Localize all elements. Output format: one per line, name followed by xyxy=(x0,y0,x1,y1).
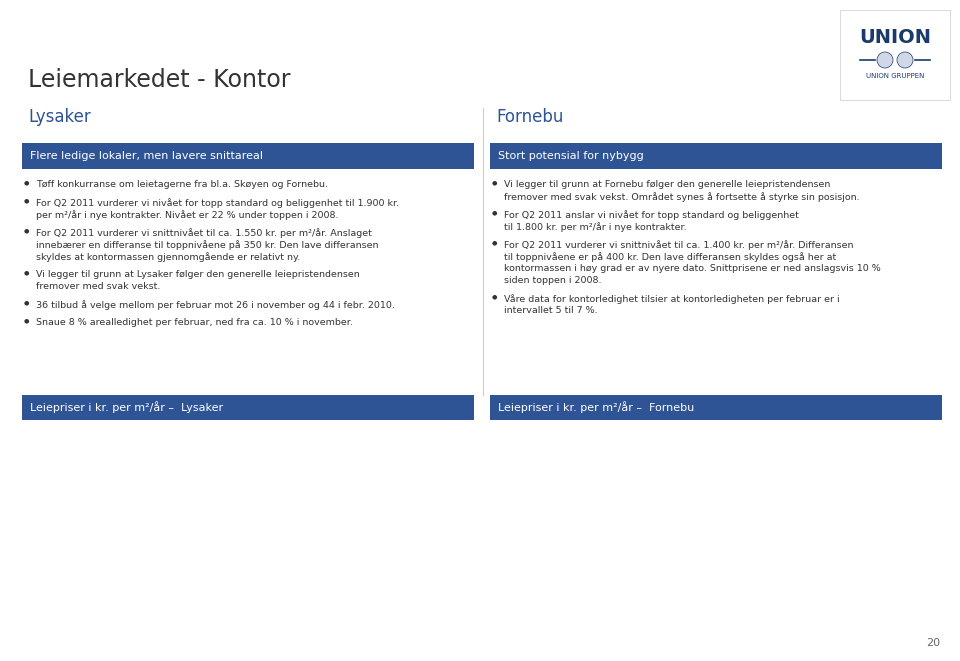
Text: ●: ● xyxy=(24,270,30,275)
Text: For Q2 2011 vurderer vi snittnivået til ca. 1.550 kr. per m²/år. Anslaget: For Q2 2011 vurderer vi snittnivået til … xyxy=(36,228,372,238)
Text: Leiepriser i kr. per m²/år –  Fornebu: Leiepriser i kr. per m²/år – Fornebu xyxy=(498,401,694,413)
Text: intervallet 5 til 7 %.: intervallet 5 til 7 %. xyxy=(504,306,598,315)
Text: innebærer en differanse til toppnivåene på 350 kr. Den lave differansen: innebærer en differanse til toppnivåene … xyxy=(36,240,378,250)
Text: skyldes at kontormassen gjennomgående er relativt ny.: skyldes at kontormassen gjennomgående er… xyxy=(36,252,300,262)
Text: Våre data for kontorledighet tilsier at kontorledigheten per februar er i: Våre data for kontorledighet tilsier at … xyxy=(504,294,840,304)
Text: ●: ● xyxy=(492,210,497,215)
Text: 36 tilbud å velge mellom per februar mot 26 i november og 44 i febr. 2010.: 36 tilbud å velge mellom per februar mot… xyxy=(36,300,395,310)
Text: per m²/år i nye kontrakter. Nivået er 22 % under toppen i 2008.: per m²/år i nye kontrakter. Nivået er 22… xyxy=(36,210,339,220)
Bar xyxy=(22,395,474,420)
Bar xyxy=(840,10,950,100)
Text: fremover med svak vekst.: fremover med svak vekst. xyxy=(36,282,160,291)
Text: UNION GRUPPEN: UNION GRUPPEN xyxy=(866,73,924,79)
Text: For Q2 2011 anslar vi nivået for topp standard og beliggenhet: For Q2 2011 anslar vi nivået for topp st… xyxy=(504,210,799,220)
Text: ●: ● xyxy=(24,180,30,185)
Text: Snaue 8 % arealledighet per februar, ned fra ca. 10 % i november.: Snaue 8 % arealledighet per februar, ned… xyxy=(36,318,353,327)
Text: Leiepriser i kr. per m²/år –  Lysaker: Leiepriser i kr. per m²/år – Lysaker xyxy=(30,401,223,413)
Text: ●: ● xyxy=(24,300,30,305)
Text: til toppnivåene er på 400 kr. Den lave differansen skyldes også her at: til toppnivåene er på 400 kr. Den lave d… xyxy=(504,252,836,262)
Text: For Q2 2011 vurderer vi snittnivået til ca. 1.400 kr. per m²/år. Differansen: For Q2 2011 vurderer vi snittnivået til … xyxy=(504,240,853,250)
Text: ●: ● xyxy=(492,240,497,245)
Text: ●: ● xyxy=(24,318,30,323)
Legend: Snittpriser, Topp standard og beliggenhet: Snittpriser, Topp standard og beliggenhe… xyxy=(149,607,417,623)
Text: 20: 20 xyxy=(925,638,940,648)
Text: Stort potensial for nybygg: Stort potensial for nybygg xyxy=(498,151,644,161)
Text: kontormassen i høy grad er av nyere dato. Snittprisene er ned anslagsvis 10 %: kontormassen i høy grad er av nyere dato… xyxy=(504,264,880,273)
Text: ●: ● xyxy=(492,180,497,185)
Text: Leiemarkedet - Kontor: Leiemarkedet - Kontor xyxy=(28,68,291,92)
Text: til 1.800 kr. per m²/år i nye kontrakter.: til 1.800 kr. per m²/år i nye kontrakter… xyxy=(504,222,686,232)
Text: ●: ● xyxy=(24,198,30,203)
Legend: Snittpriser, Topp standard og beliggenhet: Snittpriser, Topp standard og beliggenhe… xyxy=(610,607,877,623)
Text: Fornebu: Fornebu xyxy=(496,108,564,126)
Bar xyxy=(490,395,942,420)
Text: UNION: UNION xyxy=(859,28,931,47)
Text: siden toppen i 2008.: siden toppen i 2008. xyxy=(504,276,602,285)
Text: Vi legger til grunn at Lysaker følger den generelle leiepristendensen: Vi legger til grunn at Lysaker følger de… xyxy=(36,270,360,279)
Text: For Q2 2011 vurderer vi nivået for topp standard og beliggenhet til 1.900 kr.: For Q2 2011 vurderer vi nivået for topp … xyxy=(36,198,399,208)
Text: fremover med svak vekst. Området synes å fortsette å styrke sin posisjon.: fremover med svak vekst. Området synes å… xyxy=(504,192,859,202)
Circle shape xyxy=(897,52,913,68)
Text: Tøff konkurranse om leietagerne fra bl.a. Skøyen og Fornebu.: Tøff konkurranse om leietagerne fra bl.a… xyxy=(36,180,328,189)
Circle shape xyxy=(877,52,893,68)
Bar xyxy=(22,143,474,169)
Text: Vi legger til grunn at Fornebu følger den generelle leiepristendensen: Vi legger til grunn at Fornebu følger de… xyxy=(504,180,830,189)
Text: ●: ● xyxy=(24,228,30,233)
Text: Flere ledige lokaler, men lavere snittareal: Flere ledige lokaler, men lavere snittar… xyxy=(30,151,263,161)
Text: ●: ● xyxy=(492,294,497,299)
Text: Lysaker: Lysaker xyxy=(28,108,91,126)
Bar xyxy=(490,143,942,169)
